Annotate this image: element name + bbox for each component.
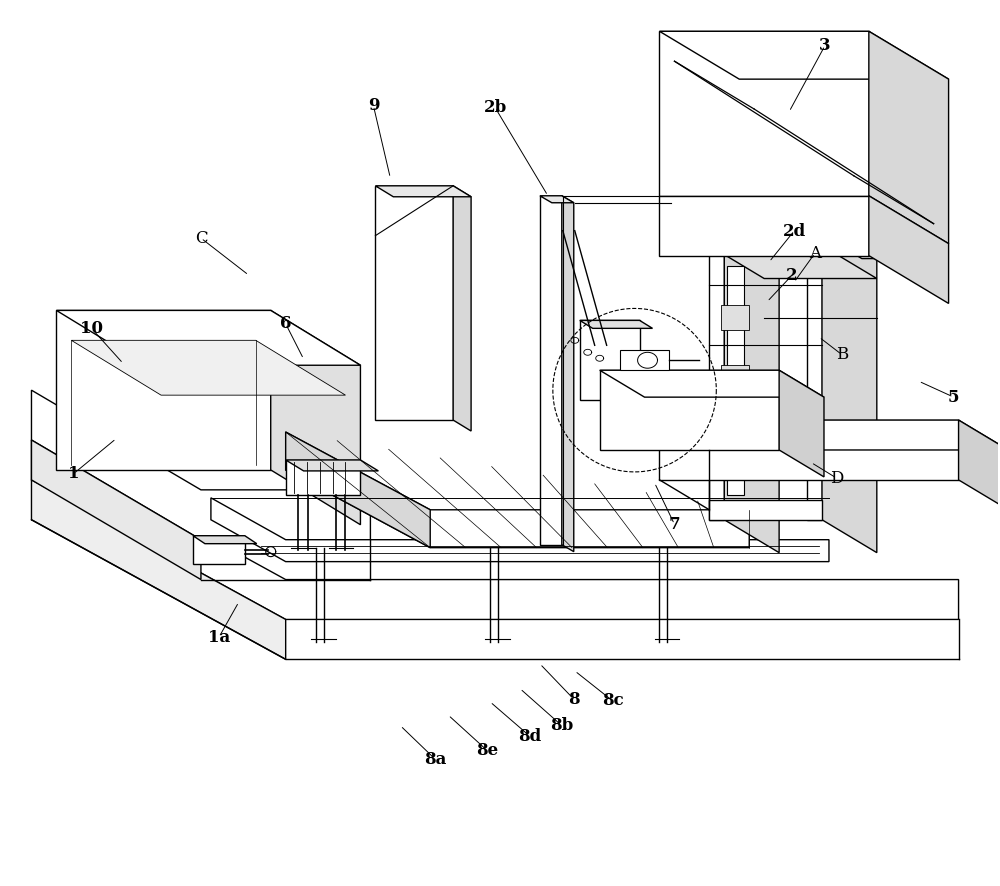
Polygon shape bbox=[724, 226, 779, 553]
Polygon shape bbox=[375, 186, 453, 420]
Text: C: C bbox=[195, 229, 207, 246]
Polygon shape bbox=[31, 480, 286, 659]
Polygon shape bbox=[659, 196, 869, 255]
Text: 8e: 8e bbox=[476, 742, 498, 759]
Polygon shape bbox=[659, 31, 949, 79]
Polygon shape bbox=[31, 440, 201, 579]
Polygon shape bbox=[709, 226, 724, 520]
Text: 8b: 8b bbox=[550, 717, 573, 734]
Text: 8d: 8d bbox=[518, 727, 542, 745]
Polygon shape bbox=[453, 186, 471, 431]
Polygon shape bbox=[709, 245, 877, 278]
Polygon shape bbox=[822, 226, 877, 553]
Polygon shape bbox=[580, 321, 640, 400]
Polygon shape bbox=[721, 425, 749, 450]
Polygon shape bbox=[271, 310, 360, 525]
Polygon shape bbox=[709, 500, 822, 520]
Polygon shape bbox=[600, 370, 824, 397]
Polygon shape bbox=[600, 380, 635, 420]
Polygon shape bbox=[286, 432, 430, 548]
Polygon shape bbox=[659, 420, 1000, 450]
Polygon shape bbox=[659, 31, 869, 196]
Text: 6: 6 bbox=[280, 315, 291, 332]
Polygon shape bbox=[193, 536, 257, 544]
Polygon shape bbox=[727, 266, 744, 495]
Polygon shape bbox=[31, 440, 959, 619]
Polygon shape bbox=[659, 420, 959, 480]
Polygon shape bbox=[56, 310, 271, 470]
Polygon shape bbox=[721, 306, 749, 330]
Text: 8a: 8a bbox=[424, 750, 446, 767]
Text: 1: 1 bbox=[68, 465, 79, 482]
Text: 2d: 2d bbox=[782, 222, 806, 239]
Polygon shape bbox=[375, 186, 471, 197]
Polygon shape bbox=[779, 370, 824, 477]
Polygon shape bbox=[540, 196, 562, 545]
Text: A: A bbox=[809, 245, 821, 261]
Polygon shape bbox=[709, 226, 822, 245]
Polygon shape bbox=[869, 196, 949, 303]
Polygon shape bbox=[286, 460, 360, 495]
Text: 10: 10 bbox=[80, 320, 103, 337]
Polygon shape bbox=[56, 310, 360, 365]
Text: D: D bbox=[830, 470, 844, 486]
Polygon shape bbox=[71, 340, 345, 395]
Text: 8c: 8c bbox=[602, 692, 624, 710]
Text: 9: 9 bbox=[368, 97, 379, 114]
Text: 2b: 2b bbox=[483, 99, 507, 116]
Polygon shape bbox=[286, 432, 749, 548]
Text: 5: 5 bbox=[948, 389, 959, 406]
Polygon shape bbox=[959, 420, 1000, 509]
Polygon shape bbox=[807, 226, 877, 259]
Polygon shape bbox=[580, 321, 653, 329]
Text: 2: 2 bbox=[786, 267, 798, 284]
Text: B: B bbox=[836, 346, 848, 363]
Polygon shape bbox=[869, 31, 949, 244]
Polygon shape bbox=[540, 196, 574, 203]
Polygon shape bbox=[709, 226, 779, 259]
Text: 1a: 1a bbox=[208, 629, 230, 646]
Polygon shape bbox=[286, 460, 378, 471]
Polygon shape bbox=[31, 390, 370, 540]
Polygon shape bbox=[620, 350, 669, 370]
Polygon shape bbox=[721, 365, 749, 390]
Text: 8: 8 bbox=[568, 690, 580, 708]
Polygon shape bbox=[562, 196, 574, 552]
Polygon shape bbox=[211, 498, 829, 562]
Polygon shape bbox=[193, 536, 245, 563]
Polygon shape bbox=[807, 226, 822, 520]
Text: 7: 7 bbox=[669, 516, 680, 532]
Polygon shape bbox=[600, 370, 779, 450]
Text: 3: 3 bbox=[819, 37, 831, 54]
